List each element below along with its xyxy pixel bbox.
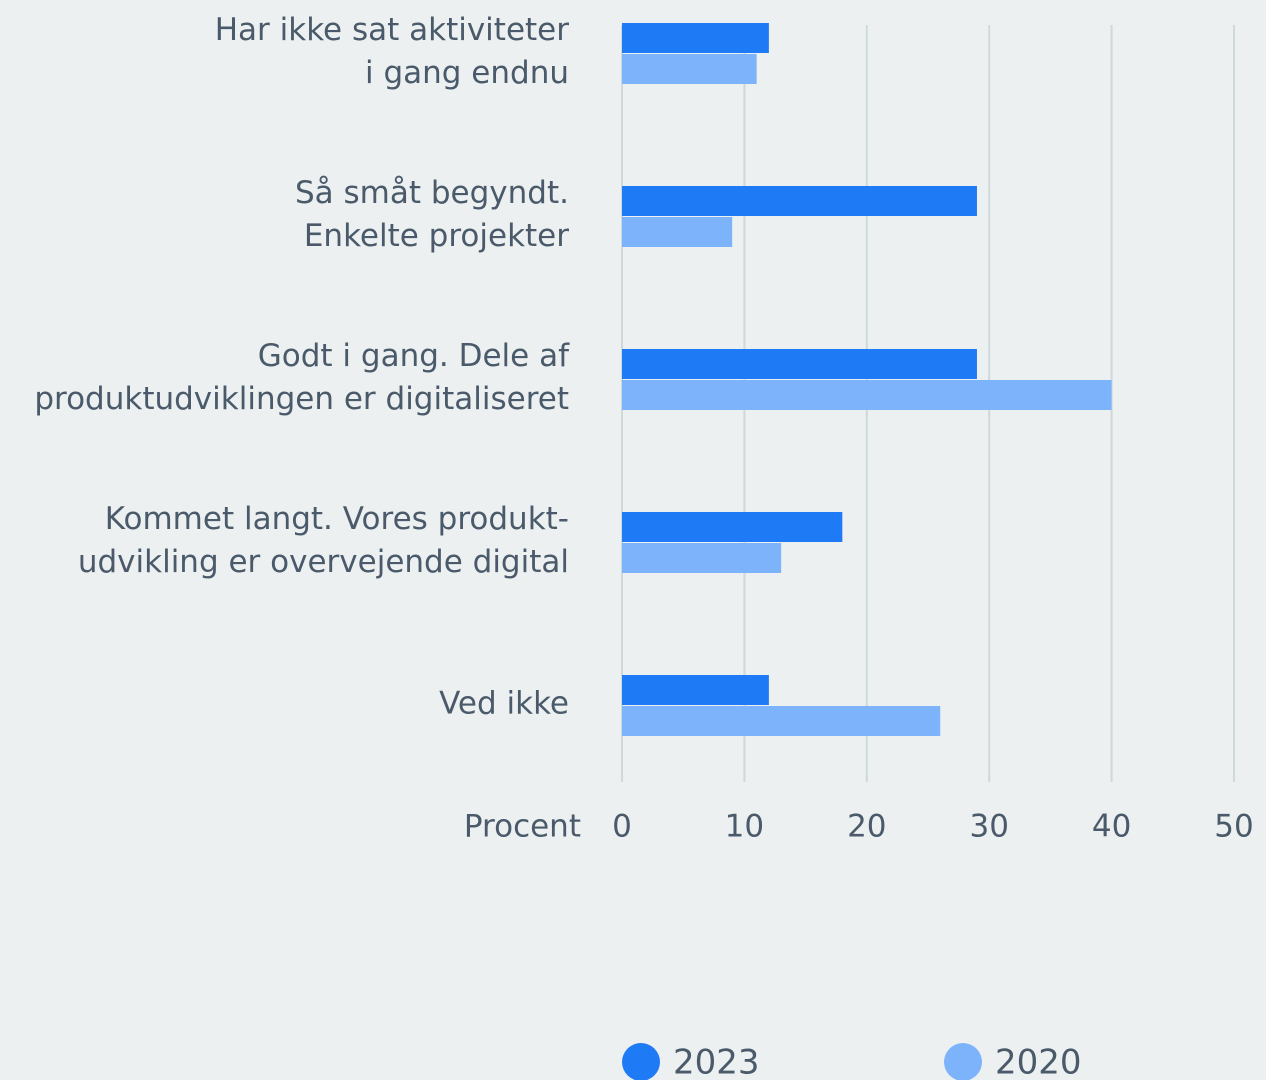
legend-label: 2023	[673, 1043, 760, 1080]
y-tick-label: Kommet langt. Vores produkt-	[105, 501, 569, 537]
y-tick-label: Ved ikke	[439, 686, 569, 722]
y-tick-label: produktudviklingen er digitaliseret	[34, 381, 569, 417]
y-tick-label: Har ikke sat aktiviteter	[215, 12, 570, 48]
bar	[622, 512, 843, 542]
bar	[622, 23, 769, 53]
y-tick-label: Godt i gang. Dele af	[258, 338, 570, 374]
legend-swatch	[622, 1043, 660, 1080]
bar	[622, 186, 977, 216]
legend-swatch	[944, 1043, 982, 1080]
x-tick-label: 30	[969, 809, 1008, 845]
x-tick-label: 40	[1092, 809, 1131, 845]
x-tick-label: 50	[1214, 809, 1253, 845]
y-tick-label: Enkelte projekter	[304, 218, 569, 254]
bar	[622, 675, 769, 705]
y-tick-label: udvikling er overvejende digital	[78, 544, 569, 580]
x-tick-label: 0	[612, 809, 632, 845]
y-tick-label: Så småt begyndt.	[295, 175, 569, 211]
y-tick-label: i gang endnu	[365, 55, 569, 91]
bar	[622, 217, 733, 247]
bar	[622, 54, 757, 84]
bar	[622, 706, 941, 736]
x-tick-label: 20	[847, 809, 886, 845]
bar	[622, 380, 1112, 410]
bar	[622, 349, 977, 379]
x-axis-label: Procent	[464, 809, 581, 845]
legend-label: 2020	[995, 1043, 1082, 1080]
x-tick-label: 10	[725, 809, 764, 845]
bar	[622, 543, 782, 573]
